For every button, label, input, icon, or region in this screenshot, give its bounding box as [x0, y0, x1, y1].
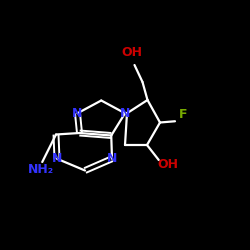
Text: N: N	[72, 107, 83, 120]
Text: F: F	[179, 108, 187, 122]
Text: OH: OH	[157, 158, 178, 172]
Text: N: N	[107, 152, 117, 165]
Text: NH₂: NH₂	[28, 163, 54, 176]
Text: N: N	[120, 107, 130, 120]
Text: N: N	[52, 152, 62, 165]
Text: OH: OH	[122, 46, 142, 59]
